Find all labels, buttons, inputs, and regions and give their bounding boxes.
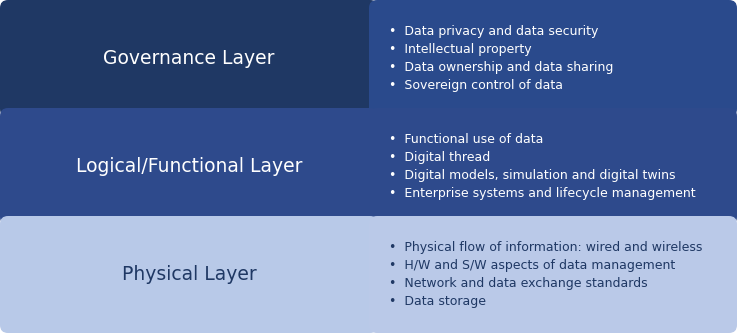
Text: •  Enterprise systems and lifecycle management: • Enterprise systems and lifecycle manag… bbox=[389, 187, 696, 200]
Text: •  Sovereign control of data: • Sovereign control of data bbox=[389, 80, 563, 93]
Text: •  Data storage: • Data storage bbox=[389, 295, 486, 308]
FancyBboxPatch shape bbox=[369, 216, 737, 333]
Text: •  Intellectual property: • Intellectual property bbox=[389, 43, 531, 56]
Text: •  Functional use of data: • Functional use of data bbox=[389, 133, 543, 146]
FancyBboxPatch shape bbox=[0, 108, 378, 225]
FancyBboxPatch shape bbox=[0, 0, 378, 117]
FancyBboxPatch shape bbox=[369, 108, 737, 225]
Text: •  Digital thread: • Digital thread bbox=[389, 151, 490, 164]
FancyBboxPatch shape bbox=[369, 0, 737, 117]
Text: •  Digital models, simulation and digital twins: • Digital models, simulation and digital… bbox=[389, 169, 676, 182]
Text: •  Network and data exchange standards: • Network and data exchange standards bbox=[389, 277, 648, 290]
Text: Logical/Functional Layer: Logical/Functional Layer bbox=[76, 157, 302, 176]
FancyBboxPatch shape bbox=[0, 216, 378, 333]
Text: •  Data ownership and data sharing: • Data ownership and data sharing bbox=[389, 61, 613, 74]
Text: Physical Layer: Physical Layer bbox=[122, 265, 256, 284]
Text: •  Data privacy and data security: • Data privacy and data security bbox=[389, 25, 598, 38]
Text: Governance Layer: Governance Layer bbox=[103, 49, 275, 68]
Text: •  H/W and S/W aspects of data management: • H/W and S/W aspects of data management bbox=[389, 259, 675, 272]
Text: •  Physical flow of information: wired and wireless: • Physical flow of information: wired an… bbox=[389, 241, 702, 254]
